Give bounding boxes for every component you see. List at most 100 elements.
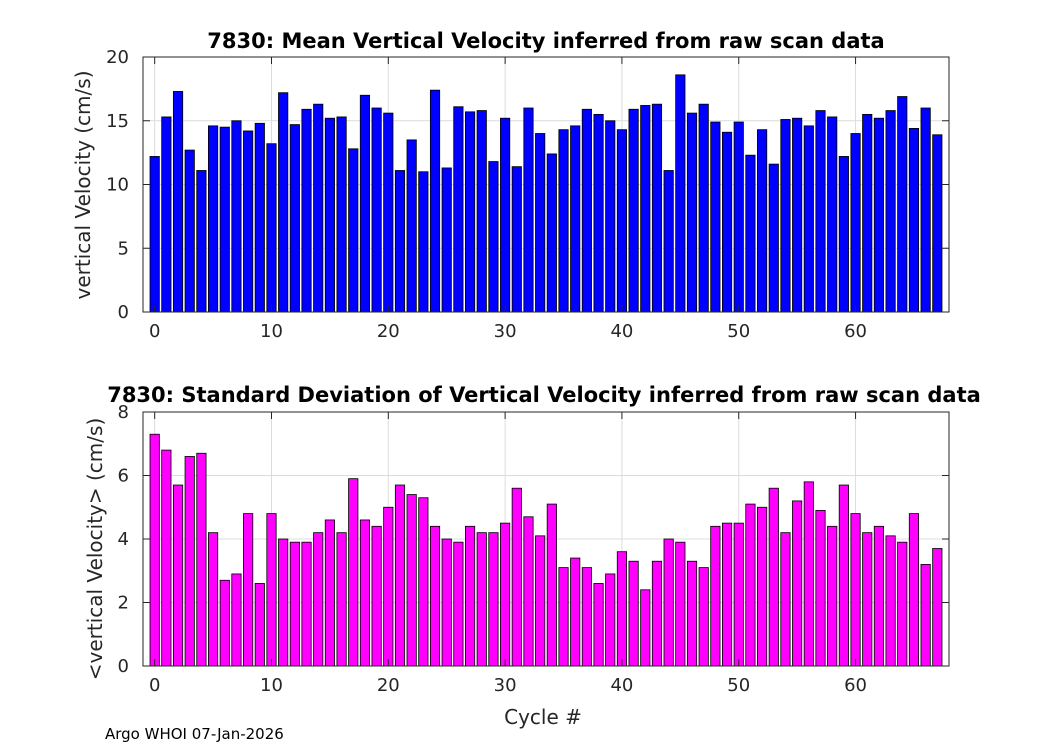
- mean-velocity-bar: [488, 161, 499, 313]
- mean-velocity-bar: [184, 149, 195, 313]
- std-velocity-bar: [581, 567, 592, 667]
- mean-velocity-bar: [278, 92, 289, 313]
- mean-velocity-x-tick-label: 20: [377, 321, 400, 342]
- mean-velocity-bar: [628, 108, 639, 313]
- std-velocity-bar: [359, 519, 371, 667]
- std-velocity-bar: [289, 541, 300, 667]
- std-velocity-bar: [429, 525, 441, 667]
- std-velocity-bar: [920, 564, 931, 667]
- mean-velocity-x-tick-label: 30: [494, 321, 517, 342]
- mean-velocity-bar: [336, 116, 347, 313]
- mean-velocity-bar: [394, 170, 406, 313]
- std-velocity-x-tick-label: 0: [149, 675, 160, 696]
- std-velocity-bar: [301, 541, 312, 667]
- std-velocity-bar: [932, 548, 943, 667]
- mean-velocity-bar: [710, 121, 721, 313]
- mean-velocity-x-ticks: 0 10 20 30 40 50 60: [149, 57, 867, 342]
- std-velocity-bar: [184, 456, 195, 667]
- mean-velocity-x-tick-label: 10: [260, 321, 283, 342]
- std-velocity-bar: [394, 484, 406, 667]
- mean-velocity-bars: [149, 74, 943, 313]
- mean-velocity-panel: 0 10 20 30 40 50 60 0 5 10 15 20 7830: Mean Vertic…: [71, 29, 950, 342]
- mean-velocity-bar: [757, 129, 768, 313]
- std-velocity-y-label: <vertical Velocity> (cm/s): [83, 418, 107, 681]
- mean-velocity-bar: [827, 116, 838, 313]
- std-velocity-x-tick-label: 40: [610, 675, 633, 696]
- mean-velocity-bar: [359, 94, 371, 313]
- std-velocity-bar: [172, 484, 184, 667]
- std-velocity-bar: [780, 532, 791, 667]
- std-velocity-bar: [219, 579, 230, 667]
- mean-velocity-bar: [675, 74, 686, 313]
- std-velocity-x-tick-label: 60: [844, 675, 867, 696]
- std-velocity-bar: [745, 503, 756, 667]
- std-velocity-bars: [149, 433, 943, 667]
- std-velocity-bar: [464, 525, 476, 667]
- mean-velocity-bar: [464, 111, 476, 313]
- std-velocity-bar: [254, 583, 265, 667]
- mean-velocity-bar: [897, 96, 908, 313]
- mean-velocity-bar: [313, 103, 324, 313]
- mean-velocity-bar: [885, 110, 896, 313]
- std-velocity-bar: [570, 557, 581, 667]
- mean-velocity-bar: [792, 117, 803, 313]
- std-velocity-bar: [873, 525, 884, 667]
- mean-velocity-bar: [768, 163, 779, 313]
- mean-velocity-bar: [254, 122, 265, 313]
- std-velocity-title: 7830: Standard Deviation of Vertical Vel…: [107, 383, 981, 407]
- std-velocity-bar: [500, 522, 511, 667]
- std-velocity-bar: [441, 538, 452, 667]
- mean-velocity-x-tick-label: 60: [844, 321, 867, 342]
- std-velocity-bar: [593, 583, 604, 667]
- mean-velocity-bar: [231, 120, 242, 313]
- mean-velocity-bar: [243, 130, 254, 313]
- mean-velocity-title: 7830: Mean Vertical Velocity inferred fr…: [207, 29, 884, 53]
- std-velocity-bar: [243, 513, 254, 667]
- mean-velocity-bar: [815, 110, 826, 313]
- std-velocity-bar: [149, 433, 160, 667]
- mean-velocity-bar: [593, 113, 604, 313]
- std-velocity-x-label: Cycle #: [504, 705, 582, 729]
- std-velocity-bar: [336, 532, 347, 667]
- mean-velocity-y-tick-label: 15: [106, 111, 129, 132]
- std-velocity-bar: [558, 567, 569, 667]
- std-velocity-bar: [406, 494, 417, 667]
- mean-velocity-bar: [932, 134, 943, 313]
- std-velocity-bar: [862, 532, 873, 667]
- mean-velocity-bar: [371, 107, 382, 313]
- std-velocity-bar: [908, 513, 920, 667]
- mean-velocity-bar: [441, 167, 452, 313]
- std-velocity-bar: [792, 500, 803, 667]
- mean-velocity-bar: [570, 125, 581, 313]
- mean-velocity-bar: [651, 103, 663, 313]
- mean-velocity-bar: [172, 91, 184, 313]
- std-velocity-bar: [850, 513, 861, 667]
- std-velocity-bar: [675, 541, 686, 667]
- mean-velocity-bar: [324, 117, 335, 313]
- std-velocity-bar: [897, 541, 908, 667]
- std-velocity-bar: [488, 532, 499, 667]
- mean-velocity-y-tick-label: 5: [118, 238, 129, 259]
- std-velocity-bar: [803, 481, 814, 667]
- mean-velocity-y-label: vertical Velocity (cm/s): [71, 71, 95, 300]
- mean-velocity-bar: [476, 110, 487, 313]
- mean-velocity-y-tick-label: 20: [106, 47, 129, 68]
- std-velocity-x-tick-label: 10: [260, 675, 283, 696]
- mean-velocity-bar: [383, 112, 394, 313]
- std-velocity-bar: [628, 560, 639, 667]
- mean-velocity-bar: [745, 154, 756, 313]
- std-velocity-bar: [535, 535, 546, 667]
- std-velocity-bar: [546, 503, 557, 667]
- std-velocity-bar: [698, 567, 709, 667]
- std-velocity-bar: [476, 532, 487, 667]
- std-velocity-bar: [733, 522, 744, 667]
- mean-velocity-bar: [208, 125, 219, 313]
- mean-velocity-bar: [161, 116, 172, 313]
- std-velocity-bar: [651, 560, 663, 667]
- std-velocity-y-tick-label: 2: [118, 593, 129, 614]
- mean-velocity-bar: [511, 166, 522, 313]
- mean-velocity-bar: [301, 108, 312, 313]
- std-velocity-bar: [640, 589, 651, 667]
- std-velocity-bar: [371, 525, 382, 667]
- std-velocity-bar: [278, 538, 289, 667]
